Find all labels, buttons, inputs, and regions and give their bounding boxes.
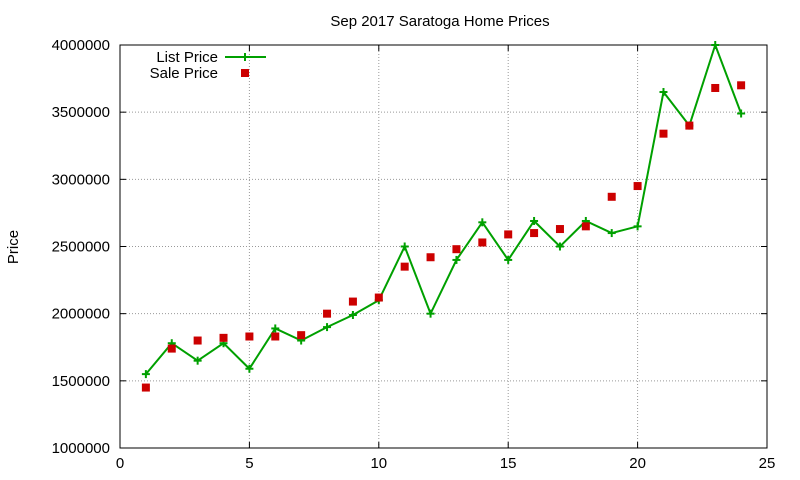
y-tick-label: 2500000 (52, 239, 110, 256)
sale-price-point (323, 309, 332, 318)
legend-label-list-price: List Price (156, 49, 218, 66)
list-price-line (145, 41, 743, 375)
sale-price-point (219, 333, 228, 342)
list-price-point (607, 229, 616, 238)
y-axis-label: Price (5, 230, 22, 264)
list-price-point (348, 311, 357, 320)
axis-ticks (119, 44, 768, 449)
sale-price-point (737, 81, 746, 90)
legend-label-sale-price: Sale Price (150, 65, 218, 82)
x-tick-label: 25 (759, 455, 776, 472)
sale-price-point (555, 225, 564, 234)
list-price-point (452, 255, 461, 264)
list-price-point (478, 218, 487, 227)
list-price-point (193, 356, 202, 365)
sale-price-point (400, 262, 409, 271)
sale-price-point (271, 332, 280, 341)
list-price-series (141, 41, 746, 379)
sale-price-point (711, 83, 720, 92)
sale-price-point (167, 344, 176, 353)
list-price-point (659, 88, 668, 97)
list-price-point (711, 41, 720, 49)
x-tick-label: 5 (245, 455, 253, 472)
sale-price-point (348, 297, 357, 306)
y-tick-label: 4000000 (52, 37, 110, 54)
sale-price-point (426, 253, 435, 262)
legend-marker-sale-price (241, 69, 249, 77)
sale-price-point (607, 192, 616, 201)
sale-price-series (141, 81, 746, 392)
list-price-point (426, 309, 435, 318)
chart-title: Sep 2017 Saratoga Home Prices (330, 13, 549, 30)
sale-price-point (659, 129, 668, 138)
series-layer (141, 41, 746, 392)
list-price-point (271, 324, 280, 333)
sale-price-point (374, 293, 383, 302)
list-price-point (323, 323, 332, 332)
x-tick-label: 10 (370, 455, 387, 472)
list-price-point (504, 255, 513, 264)
sale-price-point (297, 331, 306, 340)
sale-price-point (193, 336, 202, 345)
list-price-point (245, 364, 254, 373)
sale-price-point (685, 121, 694, 130)
list-price-point (530, 216, 539, 225)
sale-price-point (245, 332, 254, 341)
sale-price-point (633, 182, 642, 191)
y-tick-label: 2000000 (52, 306, 110, 323)
y-tick-label: 3500000 (52, 104, 110, 121)
list-price-point (141, 370, 150, 379)
y-tick-label: 3000000 (52, 171, 110, 188)
sale-price-point (530, 229, 539, 238)
sale-price-point (504, 230, 513, 239)
legend-marker-list-price (241, 53, 249, 61)
list-price-point (633, 222, 642, 231)
sale-price-point (452, 245, 461, 254)
sale-price-point (581, 222, 590, 231)
grid (120, 45, 767, 448)
x-tick-label: 15 (500, 455, 517, 472)
list-price-point (400, 242, 409, 251)
list-price-point (737, 109, 746, 118)
sale-price-point (478, 238, 487, 247)
tick-labels: 0 5 10 15 20 25 1000000 1500000 2000000 2500000 30… (52, 37, 776, 472)
x-tick-label: 20 (629, 455, 646, 472)
list-price-point (555, 242, 564, 251)
sale-price-point (141, 383, 150, 392)
y-tick-label: 1000000 (52, 440, 110, 457)
x-tick-label: 0 (116, 455, 124, 472)
y-tick-label: 1500000 (52, 373, 110, 390)
